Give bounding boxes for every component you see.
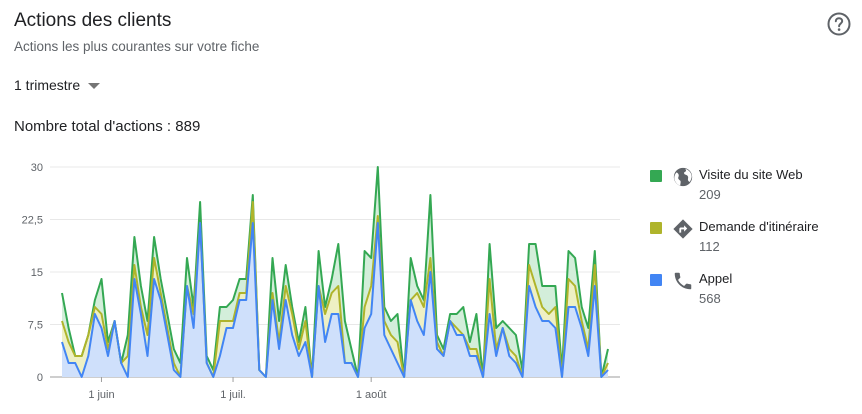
period-dropdown[interactable]: 1 trimestre bbox=[14, 77, 101, 93]
globe-icon bbox=[673, 167, 693, 187]
legend-swatch-website bbox=[650, 170, 662, 182]
page-subtitle: Actions les plus courantes sur votre fic… bbox=[14, 39, 260, 54]
y-tick-label: 30 bbox=[31, 162, 43, 174]
legend-label-directions: Demande d'itinéraire bbox=[699, 219, 819, 234]
legend-label-calls: Appel bbox=[699, 271, 733, 286]
x-tick-label: 1 août bbox=[356, 389, 387, 401]
legend-count-website: 209 bbox=[699, 187, 721, 202]
total-actions: Nombre total d'actions : 889 bbox=[14, 118, 201, 135]
phone-icon bbox=[674, 272, 692, 290]
y-tick-label: 7,5 bbox=[28, 320, 43, 332]
x-tick-label: 1 juin bbox=[88, 389, 114, 401]
series-line-directions bbox=[61, 201, 609, 378]
page-title: Actions des clients bbox=[14, 10, 172, 31]
series-line-calls bbox=[61, 222, 609, 378]
legend-swatch-calls bbox=[650, 274, 662, 286]
y-tick-label: 22,5 bbox=[22, 215, 43, 227]
y-tick-label: 0 bbox=[37, 372, 43, 384]
y-tick-label: 15 bbox=[31, 267, 43, 279]
help-circle-icon[interactable] bbox=[826, 11, 852, 37]
period-dropdown-value: 1 trimestre bbox=[14, 77, 81, 93]
x-tick-label: 1 juil. bbox=[220, 389, 246, 401]
legend-count-directions: 112 bbox=[699, 239, 720, 254]
actions-area-chart: 0 7,5 15 22,5 30 1 juin 1 juil. 1 août bbox=[22, 162, 620, 401]
legend-swatch-directions bbox=[650, 222, 662, 234]
legend-count-calls: 568 bbox=[699, 291, 721, 306]
series-line-website bbox=[61, 166, 609, 378]
directions-icon bbox=[673, 219, 693, 239]
caret-down-icon bbox=[88, 83, 101, 89]
legend-label-website: Visite du site Web bbox=[699, 167, 803, 182]
